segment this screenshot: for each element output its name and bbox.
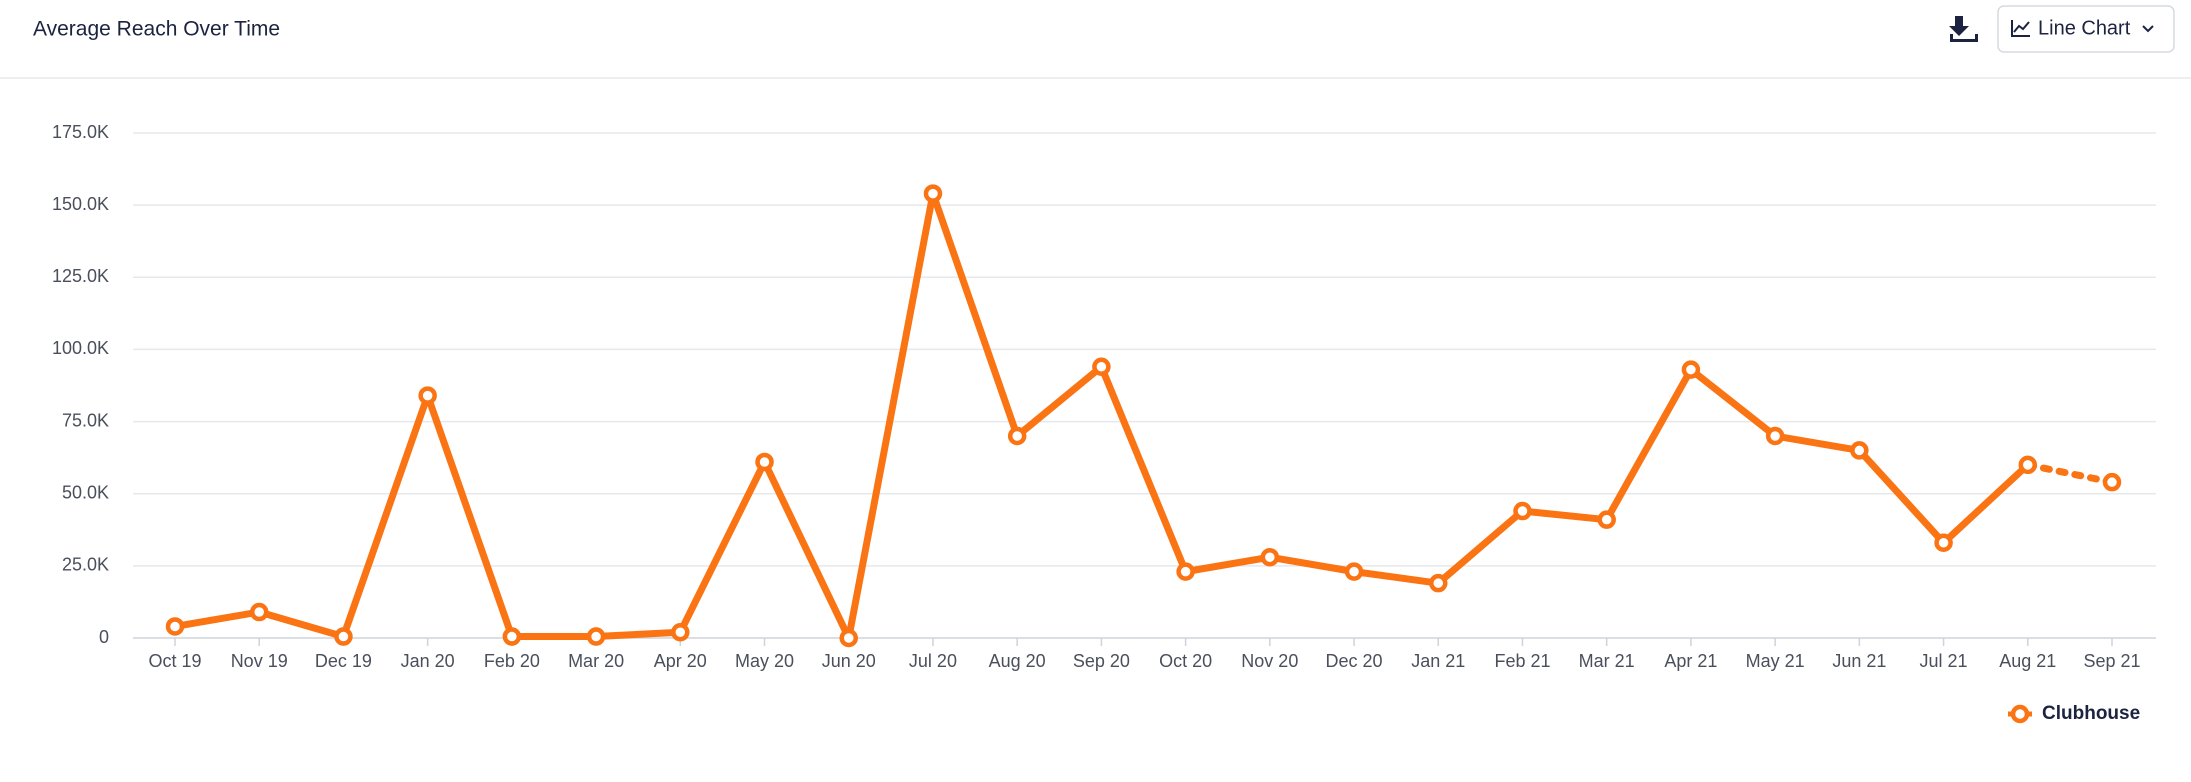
point-marker bbox=[1092, 357, 1111, 376]
x-tick-label: Feb 20 bbox=[484, 651, 540, 671]
line-segment bbox=[1771, 432, 1863, 454]
y-tick-label: 25.0K bbox=[62, 555, 109, 575]
line-segment bbox=[761, 458, 853, 642]
x-tick-label: Jan 21 bbox=[1411, 651, 1465, 671]
line-segment bbox=[1350, 568, 1442, 587]
point-marker bbox=[249, 602, 269, 622]
x-tick-label: Aug 21 bbox=[1999, 651, 2056, 671]
point-marker bbox=[1934, 533, 1953, 553]
legend-marker bbox=[2010, 704, 2030, 724]
line-segment bbox=[1097, 363, 1190, 576]
y-tick-label: 150.0K bbox=[52, 194, 109, 214]
x-tick-label: Oct 20 bbox=[1159, 651, 1212, 671]
selector-box bbox=[1997, 5, 2175, 53]
line-segment bbox=[1182, 553, 1274, 576]
line-segment bbox=[1855, 446, 1948, 547]
x-tick-label: May 21 bbox=[1746, 651, 1805, 671]
point-marker bbox=[923, 184, 943, 203]
line-segment bbox=[255, 608, 347, 641]
point-marker bbox=[755, 452, 774, 472]
y-tick-label: 175.0K bbox=[52, 122, 109, 142]
y-tick-label: 50.0K bbox=[62, 482, 109, 502]
line-segment bbox=[1603, 366, 1695, 524]
line-segment bbox=[171, 608, 263, 630]
point-marker bbox=[1681, 360, 1701, 379]
x-tick-label: Jun 21 bbox=[1832, 651, 1886, 671]
x-tick-label: Feb 21 bbox=[1494, 651, 1550, 671]
line-segment bbox=[1013, 363, 1105, 440]
x-tick-label: Jul 20 bbox=[909, 651, 957, 671]
point-marker bbox=[1429, 573, 1448, 593]
line-segment bbox=[676, 458, 769, 636]
line-segment bbox=[424, 392, 516, 641]
x-tick-label: Mar 21 bbox=[1579, 651, 1635, 671]
x-tick-label: Jan 20 bbox=[401, 651, 455, 671]
point-marker bbox=[418, 386, 437, 405]
legend-label: Clubhouse bbox=[2042, 703, 2140, 724]
chevron bbox=[2142, 25, 2154, 33]
chart-title: Average Reach Over Time bbox=[33, 18, 280, 41]
point-marker bbox=[334, 627, 353, 646]
point-marker bbox=[1176, 562, 1195, 581]
line-segment bbox=[845, 190, 937, 642]
x-tick-label: Nov 20 bbox=[1241, 651, 1298, 671]
x-tick-label: Nov 19 bbox=[231, 651, 288, 671]
point-marker bbox=[1850, 441, 1869, 460]
point-marker bbox=[671, 622, 690, 642]
point-marker bbox=[165, 617, 185, 636]
x-tick-label: Sep 21 bbox=[2083, 651, 2140, 671]
point-marker bbox=[586, 627, 606, 646]
selector-label: Line Chart bbox=[2038, 17, 2131, 39]
line-segment bbox=[1940, 461, 2032, 547]
point-marker bbox=[2102, 472, 2122, 492]
download-icon bbox=[1949, 16, 1978, 42]
x-tick-label: Mar 20 bbox=[568, 651, 624, 671]
y-tick-label: 125.0K bbox=[52, 266, 109, 286]
x-tick-label: Dec 19 bbox=[315, 651, 372, 671]
line-segment bbox=[1518, 507, 1611, 524]
line-segment bbox=[1434, 507, 1526, 587]
point-marker bbox=[839, 628, 858, 648]
line-segment bbox=[1266, 553, 1358, 576]
x-tick-label: Apr 20 bbox=[654, 651, 707, 671]
point-marker bbox=[1513, 501, 1532, 521]
point-marker bbox=[2018, 455, 2038, 475]
point-marker bbox=[1765, 426, 1785, 446]
x-tick-label: Sep 20 bbox=[1073, 651, 1130, 671]
point-marker bbox=[502, 627, 522, 646]
x-tick-label: May 20 bbox=[735, 651, 794, 671]
point-marker bbox=[1597, 510, 1616, 529]
x-tick-label: Jul 21 bbox=[1920, 651, 1968, 671]
line-segment bbox=[2024, 461, 2116, 486]
y-tick-label: 75.0K bbox=[62, 410, 109, 430]
x-tick-label: Dec 20 bbox=[1326, 651, 1383, 671]
line-segment bbox=[1687, 366, 1779, 440]
y-tick-label: 0 bbox=[99, 627, 109, 647]
point-marker bbox=[1260, 547, 1280, 567]
line-segment bbox=[592, 628, 684, 641]
line-segment bbox=[339, 392, 432, 641]
chart-type-selector[interactable]: Line Chart bbox=[1997, 5, 2175, 53]
x-tick-label: Jun 20 bbox=[822, 651, 876, 671]
download-button[interactable] bbox=[1949, 16, 1978, 42]
x-tick-label: Apr 21 bbox=[1664, 651, 1717, 671]
x-tick-label: Oct 19 bbox=[148, 651, 201, 671]
point-marker bbox=[1007, 426, 1027, 446]
point-marker bbox=[1344, 562, 1364, 581]
line-chart-icon bbox=[2011, 20, 2030, 37]
y-tick-label: 100.0K bbox=[52, 338, 109, 358]
line-segment bbox=[929, 190, 1021, 440]
x-tick-label: Aug 20 bbox=[989, 651, 1046, 671]
